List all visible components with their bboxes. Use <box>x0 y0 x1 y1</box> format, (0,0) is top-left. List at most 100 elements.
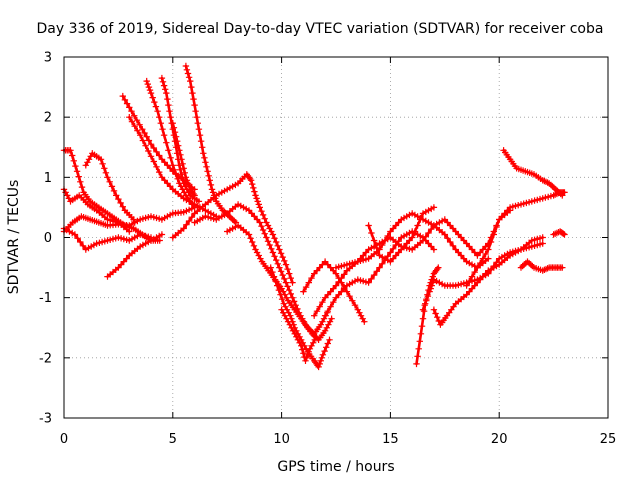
data-point <box>104 174 111 181</box>
data-point-interp <box>145 147 152 155</box>
data-point <box>561 231 568 238</box>
data-point-interp <box>120 235 127 243</box>
data-point-interp <box>542 194 549 201</box>
data-point-interp <box>120 258 127 265</box>
data-point-interp <box>264 238 272 245</box>
x-tick-label: 0 <box>60 432 68 447</box>
data-point-interp <box>202 159 209 166</box>
data-point-interp <box>379 260 386 267</box>
data-point <box>182 62 190 70</box>
data-point-interp <box>424 293 432 300</box>
data-point-interp <box>423 297 430 304</box>
data-point-interp <box>447 238 454 246</box>
data-point <box>128 108 135 115</box>
data-point-interp <box>185 74 193 81</box>
data-point <box>289 279 296 286</box>
data-point <box>245 231 253 238</box>
data-point <box>256 204 263 211</box>
data-point-interp <box>196 132 204 139</box>
data-point-interp <box>299 346 306 353</box>
data-point-interp <box>134 232 141 240</box>
data-point-interp <box>171 166 178 173</box>
series-sat-6 <box>104 231 166 280</box>
data-point-interp <box>183 66 191 73</box>
data-point-interp <box>215 214 223 222</box>
data-point <box>528 243 535 250</box>
data-point-interp <box>249 180 256 188</box>
data-point-interp <box>133 117 141 124</box>
data-point-interp <box>165 147 172 154</box>
series-sat-2 <box>60 204 198 235</box>
data-point-interp <box>471 268 478 276</box>
data-point-interp <box>323 344 330 351</box>
data-point-interp <box>184 180 192 187</box>
data-point-interp <box>161 159 168 166</box>
data-point-interp <box>428 226 435 233</box>
data-point-interp <box>368 275 375 283</box>
data-point-interp <box>160 82 168 89</box>
data-point-interp <box>107 236 114 243</box>
data-point-interp <box>143 133 150 140</box>
data-point-interp <box>99 160 106 167</box>
data-point-interp <box>324 291 331 298</box>
data-point-interp <box>134 217 141 225</box>
data-point-interp <box>341 271 348 278</box>
data-point <box>313 333 320 340</box>
series-sat-15 <box>224 222 331 337</box>
data-point-interp <box>178 171 185 178</box>
x-tick-label: 10 <box>273 432 290 447</box>
data-point <box>289 294 296 301</box>
data-point-interp <box>324 340 331 347</box>
data-point <box>147 89 155 97</box>
data-point-interp <box>270 273 278 280</box>
data-point-interp <box>370 237 378 244</box>
data-point <box>430 204 438 211</box>
data-point <box>195 198 203 205</box>
data-point-interp <box>300 350 307 357</box>
data-point-interp <box>435 317 442 325</box>
data-point-interp <box>131 112 138 119</box>
data-point-interp <box>258 223 265 230</box>
data-point-interp <box>460 237 467 244</box>
series-trace <box>312 212 490 317</box>
data-point-interp <box>167 154 174 161</box>
data-point-interp <box>349 297 356 304</box>
data-point <box>539 234 546 241</box>
data-point-interp <box>126 104 133 111</box>
data-point <box>276 264 283 271</box>
data-point-interp <box>406 229 413 237</box>
data-point-interp <box>281 257 288 264</box>
data-point-interp <box>117 199 124 207</box>
data-point-interp <box>432 310 439 317</box>
data-point-interp <box>74 235 81 242</box>
series-trace <box>121 94 196 191</box>
data-point-interp <box>141 129 148 137</box>
data-point <box>559 264 566 271</box>
data-point-interp <box>316 303 323 310</box>
data-point-interp <box>316 360 323 368</box>
chart-title: Day 336 of 2019, Sidereal Day-to-day VTE… <box>37 21 604 37</box>
data-point-interp <box>203 163 210 170</box>
data-point-interp <box>415 345 422 352</box>
data-point <box>430 246 438 253</box>
data-point <box>528 198 535 205</box>
data-point <box>474 279 481 286</box>
data-point <box>315 363 322 371</box>
data-point-interp <box>205 172 212 179</box>
data-point <box>200 150 207 157</box>
data-point <box>365 246 372 253</box>
data-point-interp <box>201 154 208 161</box>
data-point-interp <box>560 230 567 237</box>
data-point-interp <box>338 274 345 282</box>
y-tick-label: 3 <box>44 51 52 66</box>
data-point <box>169 120 176 127</box>
data-point-interp <box>368 229 375 237</box>
data-point <box>191 192 198 199</box>
data-point-interp <box>515 247 522 255</box>
data-point <box>247 177 255 184</box>
data-point <box>539 240 546 247</box>
data-point-interp <box>254 198 261 205</box>
data-point <box>300 288 307 295</box>
data-point-interp <box>284 265 291 273</box>
data-point-interp <box>161 214 168 222</box>
